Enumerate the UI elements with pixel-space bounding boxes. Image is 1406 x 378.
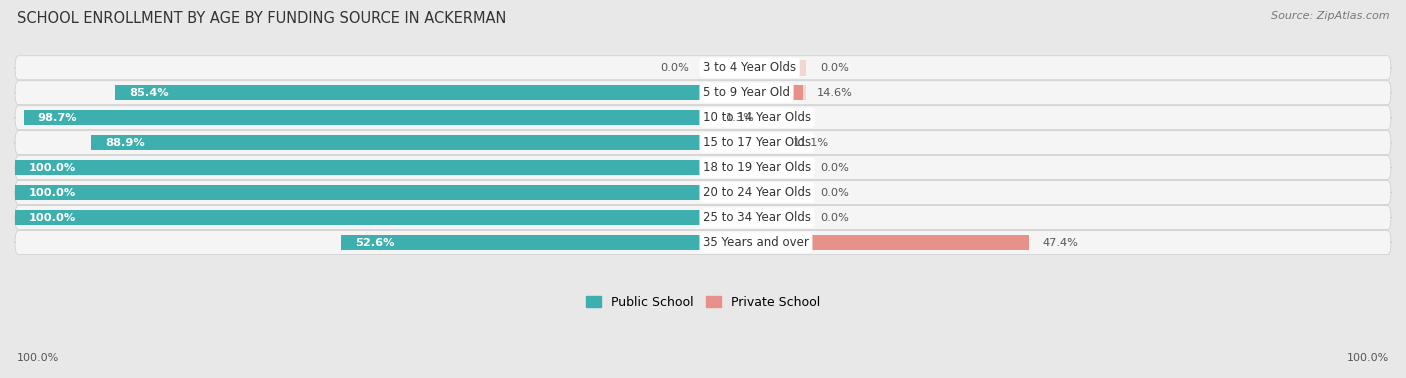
Bar [703, 210, 806, 225]
Bar [703, 135, 779, 150]
FancyBboxPatch shape [15, 106, 1391, 130]
Bar [91, 135, 703, 150]
FancyBboxPatch shape [15, 81, 1391, 105]
Text: 100.0%: 100.0% [28, 163, 76, 173]
Text: 11.1%: 11.1% [793, 138, 830, 148]
Bar [703, 85, 806, 101]
Text: 47.4%: 47.4% [1043, 237, 1078, 248]
Text: 10 to 14 Year Olds: 10 to 14 Year Olds [703, 111, 811, 124]
Text: 0.0%: 0.0% [820, 212, 849, 223]
Legend: Public School, Private School: Public School, Private School [586, 296, 820, 308]
Text: 85.4%: 85.4% [129, 88, 169, 98]
Bar [703, 185, 806, 200]
Bar [342, 235, 703, 250]
Bar [15, 185, 703, 200]
Text: 25 to 34 Year Olds: 25 to 34 Year Olds [703, 211, 811, 224]
Text: 1.3%: 1.3% [725, 113, 755, 123]
Text: 3 to 4 Year Olds: 3 to 4 Year Olds [703, 61, 796, 74]
Bar [703, 160, 806, 175]
Text: 0.0%: 0.0% [820, 163, 849, 173]
Bar [15, 160, 703, 175]
Bar [15, 210, 703, 225]
Text: Source: ZipAtlas.com: Source: ZipAtlas.com [1271, 11, 1389, 21]
Bar [703, 60, 806, 76]
Text: 15 to 17 Year Olds: 15 to 17 Year Olds [703, 136, 811, 149]
FancyBboxPatch shape [15, 181, 1391, 204]
Bar [24, 110, 703, 125]
Text: 52.6%: 52.6% [354, 237, 394, 248]
Text: 88.9%: 88.9% [105, 138, 145, 148]
FancyBboxPatch shape [15, 231, 1391, 254]
Text: 0.0%: 0.0% [820, 63, 849, 73]
Text: 5 to 9 Year Old: 5 to 9 Year Old [703, 86, 790, 99]
Text: 0.0%: 0.0% [820, 187, 849, 198]
FancyBboxPatch shape [15, 156, 1391, 180]
Text: 100.0%: 100.0% [1347, 353, 1389, 363]
Bar [703, 135, 806, 150]
Text: 18 to 19 Year Olds: 18 to 19 Year Olds [703, 161, 811, 174]
Text: 0.0%: 0.0% [661, 63, 689, 73]
Text: 98.7%: 98.7% [38, 113, 77, 123]
Bar [703, 235, 1029, 250]
Text: 100.0%: 100.0% [28, 212, 76, 223]
Bar [703, 235, 806, 250]
FancyBboxPatch shape [15, 131, 1391, 155]
Text: 14.6%: 14.6% [817, 88, 853, 98]
Text: 100.0%: 100.0% [28, 187, 76, 198]
FancyBboxPatch shape [15, 206, 1391, 229]
Bar [703, 110, 711, 125]
Bar [703, 85, 803, 101]
Text: SCHOOL ENROLLMENT BY AGE BY FUNDING SOURCE IN ACKERMAN: SCHOOL ENROLLMENT BY AGE BY FUNDING SOUR… [17, 11, 506, 26]
Text: 20 to 24 Year Olds: 20 to 24 Year Olds [703, 186, 811, 199]
Bar [115, 85, 703, 101]
Bar [703, 110, 806, 125]
FancyBboxPatch shape [15, 56, 1391, 80]
Text: 100.0%: 100.0% [17, 353, 59, 363]
Text: 35 Years and over: 35 Years and over [703, 236, 808, 249]
